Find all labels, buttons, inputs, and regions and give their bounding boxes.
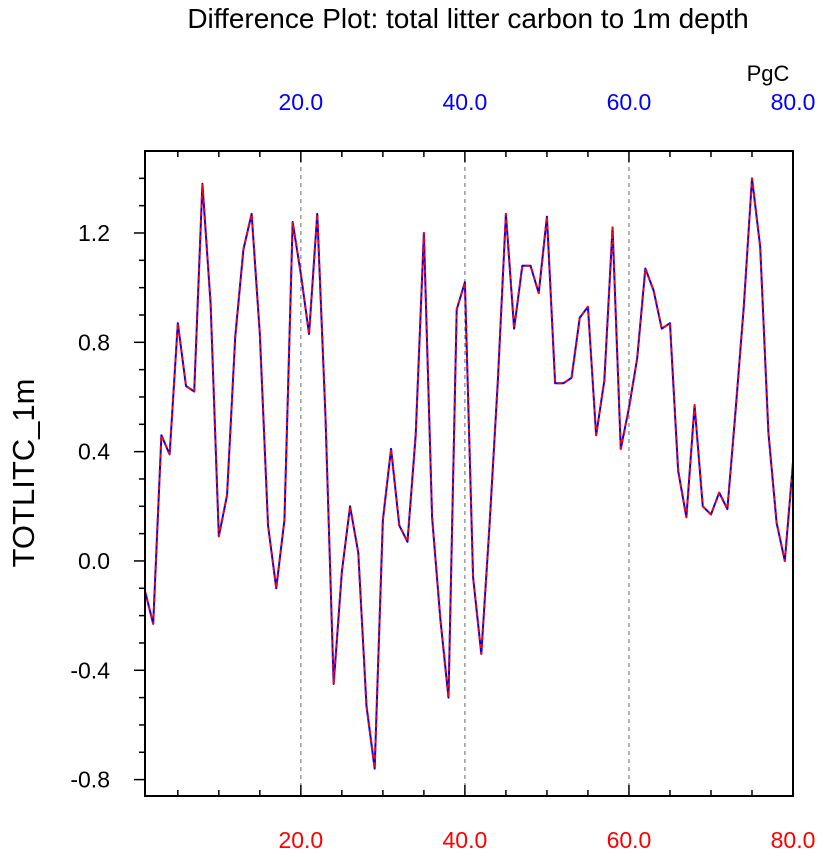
y-tick-label: -0.4 [70, 657, 110, 683]
series-line-2 [144, 177, 794, 770]
y-tick-label: 0.0 [78, 548, 110, 574]
y-tick-label: 0.4 [78, 439, 110, 465]
x-tick-label-bottom: 80.0 [771, 827, 816, 853]
x-tick-label-bottom: 20.0 [278, 827, 323, 853]
units-label: PgC [747, 61, 790, 86]
x-tick-label-bottom: 40.0 [443, 827, 488, 853]
y-tick-label: 0.8 [78, 329, 110, 355]
x-tick-label-top: 80.0 [771, 89, 816, 115]
series-lines [144, 177, 794, 770]
tick-labels: 20.0 20.0 40.0 40.0 60.0 60.0 80.0 80.0 -0.8 -0.4… [70, 89, 815, 853]
plot-frame [144, 150, 794, 797]
x-tick-label-top: 40.0 [443, 89, 488, 115]
chart-title: Difference Plot: total litter carbon to … [187, 3, 748, 34]
y-tick-label: 1.2 [78, 220, 110, 246]
grid-lines [300, 151, 630, 796]
x-tick-label-top: 60.0 [607, 89, 652, 115]
x-tick-label-bottom: 60.0 [607, 827, 652, 853]
series-line-1 [144, 177, 794, 770]
axes [134, 150, 794, 797]
y-axis-label: TOTLITC_1m [6, 379, 41, 568]
x-tick-label-top: 20.0 [278, 89, 323, 115]
y-tick-label: -0.8 [70, 767, 110, 793]
